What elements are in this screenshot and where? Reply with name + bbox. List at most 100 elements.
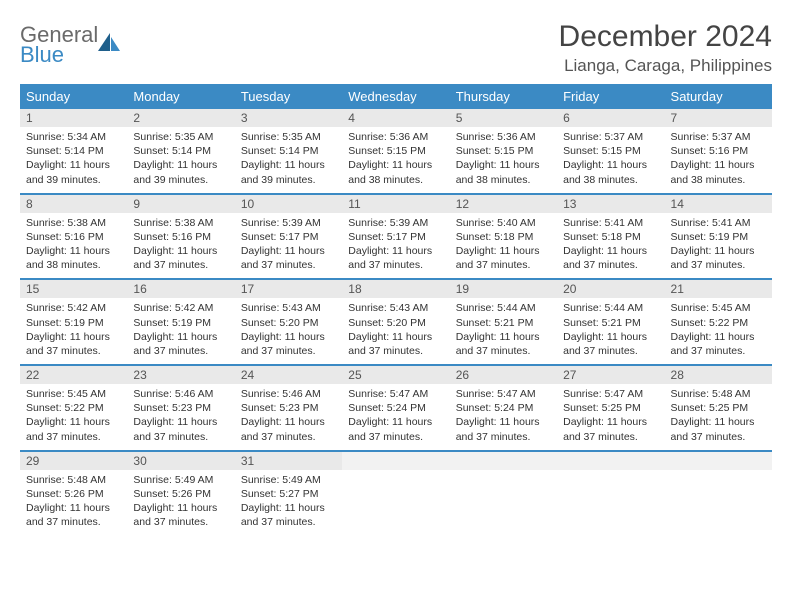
daylight-line: Daylight: 11 hours and 37 minutes. (133, 330, 228, 358)
day-body: Sunrise: 5:49 AMSunset: 5:26 PMDaylight:… (127, 470, 234, 536)
day-number: 18 (342, 280, 449, 298)
day-number-empty (342, 452, 449, 470)
sunset-line: Sunset: 5:24 PM (456, 401, 551, 415)
calendar-day-cell: 24Sunrise: 5:46 AMSunset: 5:23 PMDayligh… (235, 365, 342, 451)
sunrise-line: Sunrise: 5:43 AM (241, 301, 336, 315)
sunset-line: Sunset: 5:18 PM (456, 230, 551, 244)
daylight-line: Daylight: 11 hours and 37 minutes. (26, 501, 121, 529)
calendar-day-cell: 26Sunrise: 5:47 AMSunset: 5:24 PMDayligh… (450, 365, 557, 451)
day-body-empty (557, 470, 664, 527)
daylight-line: Daylight: 11 hours and 37 minutes. (671, 330, 766, 358)
sunset-line: Sunset: 5:23 PM (133, 401, 228, 415)
day-number-empty (557, 452, 664, 470)
day-number: 24 (235, 366, 342, 384)
day-number: 10 (235, 195, 342, 213)
day-body: Sunrise: 5:36 AMSunset: 5:15 PMDaylight:… (342, 127, 449, 193)
sunset-line: Sunset: 5:15 PM (563, 144, 658, 158)
day-number: 3 (235, 109, 342, 127)
daylight-line: Daylight: 11 hours and 37 minutes. (671, 415, 766, 443)
sunrise-line: Sunrise: 5:49 AM (133, 473, 228, 487)
calendar-day-cell: 3Sunrise: 5:35 AMSunset: 5:14 PMDaylight… (235, 109, 342, 194)
day-number: 14 (665, 195, 772, 213)
calendar-day-cell (342, 451, 449, 536)
daylight-line: Daylight: 11 hours and 37 minutes. (133, 244, 228, 272)
sunset-line: Sunset: 5:21 PM (456, 316, 551, 330)
calendar-day-cell: 8Sunrise: 5:38 AMSunset: 5:16 PMDaylight… (20, 194, 127, 280)
day-body: Sunrise: 5:46 AMSunset: 5:23 PMDaylight:… (235, 384, 342, 450)
sunrise-line: Sunrise: 5:41 AM (671, 216, 766, 230)
weekday-header: Thursday (450, 84, 557, 109)
day-body: Sunrise: 5:44 AMSunset: 5:21 PMDaylight:… (450, 298, 557, 364)
sunrise-line: Sunrise: 5:35 AM (241, 130, 336, 144)
day-body: Sunrise: 5:44 AMSunset: 5:21 PMDaylight:… (557, 298, 664, 364)
daylight-line: Daylight: 11 hours and 38 minutes. (563, 158, 658, 186)
day-body: Sunrise: 5:37 AMSunset: 5:15 PMDaylight:… (557, 127, 664, 193)
daylight-line: Daylight: 11 hours and 37 minutes. (241, 415, 336, 443)
sunset-line: Sunset: 5:25 PM (671, 401, 766, 415)
logo-word-blue: Blue (20, 44, 98, 66)
calendar-day-cell: 16Sunrise: 5:42 AMSunset: 5:19 PMDayligh… (127, 279, 234, 365)
day-number: 19 (450, 280, 557, 298)
sunset-line: Sunset: 5:22 PM (26, 401, 121, 415)
day-number: 27 (557, 366, 664, 384)
day-body: Sunrise: 5:35 AMSunset: 5:14 PMDaylight:… (235, 127, 342, 193)
sunset-line: Sunset: 5:16 PM (671, 144, 766, 158)
calendar-day-cell: 12Sunrise: 5:40 AMSunset: 5:18 PMDayligh… (450, 194, 557, 280)
calendar-day-cell: 28Sunrise: 5:48 AMSunset: 5:25 PMDayligh… (665, 365, 772, 451)
day-number: 20 (557, 280, 664, 298)
calendar-day-cell: 6Sunrise: 5:37 AMSunset: 5:15 PMDaylight… (557, 109, 664, 194)
location: Lianga, Caraga, Philippines (559, 56, 772, 76)
day-number: 30 (127, 452, 234, 470)
calendar-day-cell: 18Sunrise: 5:43 AMSunset: 5:20 PMDayligh… (342, 279, 449, 365)
sunrise-line: Sunrise: 5:36 AM (348, 130, 443, 144)
daylight-line: Daylight: 11 hours and 37 minutes. (133, 415, 228, 443)
sunrise-line: Sunrise: 5:40 AM (456, 216, 551, 230)
calendar-header-row: SundayMondayTuesdayWednesdayThursdayFrid… (20, 84, 772, 109)
calendar-day-cell: 5Sunrise: 5:36 AMSunset: 5:15 PMDaylight… (450, 109, 557, 194)
daylight-line: Daylight: 11 hours and 37 minutes. (241, 330, 336, 358)
weekday-header: Sunday (20, 84, 127, 109)
day-body-empty (665, 470, 772, 527)
day-body: Sunrise: 5:39 AMSunset: 5:17 PMDaylight:… (235, 213, 342, 279)
calendar-week-row: 29Sunrise: 5:48 AMSunset: 5:26 PMDayligh… (20, 451, 772, 536)
sunrise-line: Sunrise: 5:44 AM (456, 301, 551, 315)
daylight-line: Daylight: 11 hours and 37 minutes. (241, 244, 336, 272)
calendar-day-cell: 17Sunrise: 5:43 AMSunset: 5:20 PMDayligh… (235, 279, 342, 365)
sunrise-line: Sunrise: 5:45 AM (26, 387, 121, 401)
day-number: 15 (20, 280, 127, 298)
daylight-line: Daylight: 11 hours and 37 minutes. (456, 244, 551, 272)
daylight-line: Daylight: 11 hours and 39 minutes. (133, 158, 228, 186)
day-number: 13 (557, 195, 664, 213)
calendar-day-cell: 23Sunrise: 5:46 AMSunset: 5:23 PMDayligh… (127, 365, 234, 451)
sunrise-line: Sunrise: 5:47 AM (348, 387, 443, 401)
day-body: Sunrise: 5:48 AMSunset: 5:26 PMDaylight:… (20, 470, 127, 536)
sunset-line: Sunset: 5:16 PM (26, 230, 121, 244)
weekday-header: Wednesday (342, 84, 449, 109)
logo-text: General Blue (20, 24, 98, 66)
day-body: Sunrise: 5:34 AMSunset: 5:14 PMDaylight:… (20, 127, 127, 193)
day-number: 9 (127, 195, 234, 213)
day-number: 12 (450, 195, 557, 213)
sunset-line: Sunset: 5:25 PM (563, 401, 658, 415)
daylight-line: Daylight: 11 hours and 37 minutes. (348, 415, 443, 443)
calendar-day-cell (665, 451, 772, 536)
day-number: 7 (665, 109, 772, 127)
day-number: 23 (127, 366, 234, 384)
weekday-header: Monday (127, 84, 234, 109)
weekday-header: Saturday (665, 84, 772, 109)
sunset-line: Sunset: 5:14 PM (26, 144, 121, 158)
weekday-header: Friday (557, 84, 664, 109)
day-number: 8 (20, 195, 127, 213)
sunrise-line: Sunrise: 5:42 AM (26, 301, 121, 315)
sunset-line: Sunset: 5:24 PM (348, 401, 443, 415)
day-body: Sunrise: 5:40 AMSunset: 5:18 PMDaylight:… (450, 213, 557, 279)
calendar-day-cell: 20Sunrise: 5:44 AMSunset: 5:21 PMDayligh… (557, 279, 664, 365)
calendar-day-cell: 19Sunrise: 5:44 AMSunset: 5:21 PMDayligh… (450, 279, 557, 365)
sunrise-line: Sunrise: 5:36 AM (456, 130, 551, 144)
day-body: Sunrise: 5:49 AMSunset: 5:27 PMDaylight:… (235, 470, 342, 536)
day-body: Sunrise: 5:36 AMSunset: 5:15 PMDaylight:… (450, 127, 557, 193)
calendar-day-cell: 21Sunrise: 5:45 AMSunset: 5:22 PMDayligh… (665, 279, 772, 365)
calendar-day-cell: 10Sunrise: 5:39 AMSunset: 5:17 PMDayligh… (235, 194, 342, 280)
sunset-line: Sunset: 5:19 PM (26, 316, 121, 330)
calendar-day-cell: 15Sunrise: 5:42 AMSunset: 5:19 PMDayligh… (20, 279, 127, 365)
